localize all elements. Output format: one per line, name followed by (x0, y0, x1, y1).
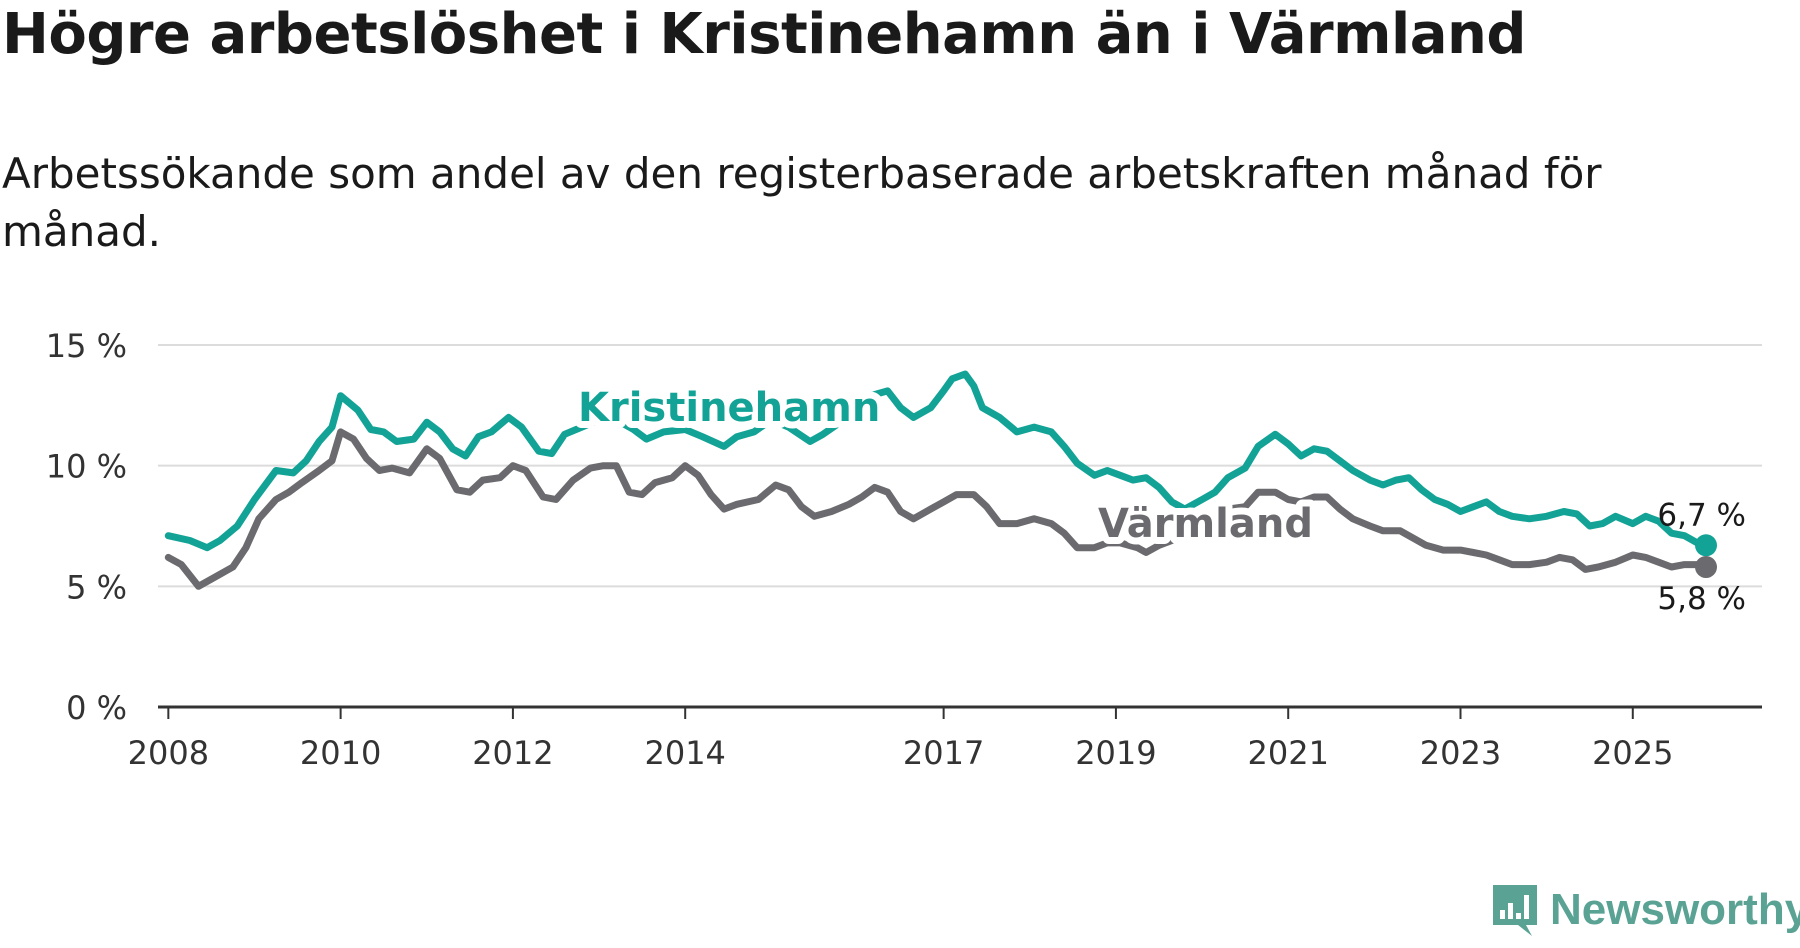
y-tick-label: 0 % (66, 689, 127, 727)
x-tick-label: 2010 (300, 734, 381, 772)
chart-subtitle: Arbetssökande som andel av den registerb… (2, 149, 1602, 256)
series-line-kristinehamn (164, 370, 1710, 552)
y-tick-label: 10 % (46, 448, 127, 486)
chart-title: Högre arbetslöshet i Kristinehamn än i V… (2, 2, 1526, 67)
x-tick-label: 2014 (644, 734, 725, 772)
series-layer (164, 370, 1718, 590)
series-end-dot-kristinehamn (1695, 534, 1718, 557)
x-tick-label: 2025 (1592, 734, 1673, 772)
x-tick-label: 2008 (128, 734, 209, 772)
line-chart: 0 % 5 % 10 % 15 % 2008 2010 2012 2014 2017 2019 20… (46, 327, 1762, 772)
x-tick-label: 2023 (1420, 734, 1501, 772)
series-end-label-varmland: 5,8 % (1657, 581, 1746, 617)
label-layer: 0 % 5 % 10 % 15 % 2008 2010 2012 2014 2017 2019 20… (46, 327, 1746, 772)
y-tick-label: 5 % (66, 568, 127, 606)
x-tick-label: 2021 (1247, 734, 1328, 772)
x-tick-label: 2019 (1075, 734, 1156, 772)
series-end-dot-varmland (1695, 556, 1718, 579)
x-tick-label: 2017 (903, 734, 984, 772)
x-tick-label: 2012 (472, 734, 553, 772)
newsworthy-logo-icon (1493, 885, 1537, 936)
grid-layer (158, 344, 1762, 719)
y-tick-label: 15 % (46, 327, 127, 365)
series-end-label-kristinehamn: 6,7 % (1657, 497, 1746, 533)
series-line-varmland (164, 428, 1710, 590)
newsworthy-logo[interactable]: Newsworthy (1490, 880, 1800, 940)
brand-name: Newsworthy (1550, 885, 1800, 934)
series-name-label-varmland: Värmland (1098, 501, 1313, 547)
series-name-label-kristinehamn: Kristinehamn (578, 385, 880, 431)
